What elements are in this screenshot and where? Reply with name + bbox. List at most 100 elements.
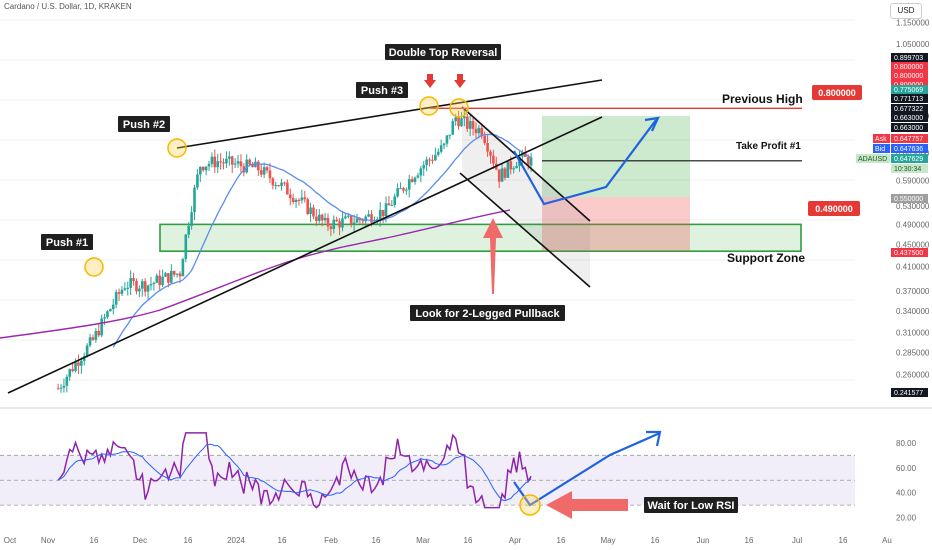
time-tick-label: Apr [509,536,522,545]
candle-body [361,220,365,222]
price-tick-label: 0.285000 [896,349,930,358]
candle-body [178,273,182,277]
candle-body [390,204,394,206]
label-push-3-text: Push #3 [361,85,403,97]
price-badge [891,53,928,62]
candle-body [196,174,199,188]
candle-body [65,376,69,386]
label-pullback-text: Look for 2-Legged Pullback [415,308,560,320]
candle-body [306,199,309,214]
candle-body [135,281,138,292]
drawings [7,74,802,394]
candle-body [341,218,344,228]
candle-body [387,203,391,206]
time-tick-label: Au [882,536,892,545]
candle-body [413,177,417,182]
profit-box [542,115,690,198]
price-tick-label: 1.050000 [896,40,930,49]
price-flag-support-text: 0.490000 [815,204,853,214]
label-double-top-text: Double Top Reversal [389,47,498,59]
price-badge-value: 0.663000 [894,125,923,132]
price-tick-label: 0.310000 [896,329,930,338]
price-tick-label: 1.150000 [896,18,930,27]
candle-body [465,116,469,129]
candle-body [207,163,211,167]
price-tick-label: 0.370000 [896,287,930,296]
candle-body [117,292,121,294]
candle-body [277,185,280,187]
candle-body [358,218,362,221]
candle-body [140,281,144,289]
support-zone-box [159,223,802,252]
price-badge-tag [873,134,890,143]
label-low-rsi [644,497,738,513]
price-flag-support [808,201,860,216]
label-push-1 [41,234,93,250]
price-tick-label: 0.663000 [896,149,930,158]
price-badge-value: 0.437500 [894,250,923,257]
highlight-circle [167,138,187,158]
candle-body [271,178,275,186]
candle-body [222,162,225,164]
candle-body [161,276,164,286]
price-badge-tag-label: ADAUSD [858,156,887,163]
candle-body [497,169,501,182]
candle-body [100,318,103,336]
time-axis: Oct Nov 16 Dec 16 2024 16 Feb 16 Mar 16 Apr 16 May 16 J… [4,536,892,545]
label-push-2-text: Push #2 [123,119,165,131]
candle-body [399,188,402,190]
projection-arrowhead [644,116,660,132]
time-tick-label: May [600,536,615,545]
price-badge [891,62,928,71]
candle-body [480,127,484,136]
time-tick-label: Mar [416,536,430,545]
highlight-circle [449,98,469,118]
candle-body [309,207,312,214]
price-tick-label: 0.490000 [896,220,930,229]
price-badge-value: 0.663000 [894,115,923,122]
rsi-signal-line [57,443,532,502]
candle-body [210,156,214,164]
candle-body [500,168,504,182]
rsi-projection-path [513,431,661,507]
candle-body [393,196,397,205]
time-tick-label: 2024 [227,536,245,545]
candle-body [294,199,298,203]
candle-body [428,159,431,161]
candle-body [323,217,327,221]
price-flag-previous-high-text: 0.800000 [818,88,856,98]
candle-body [384,203,388,217]
candle-body [335,219,338,222]
candle-body [280,182,283,187]
candle-body [268,170,272,179]
candle-body [172,271,176,275]
time-tick-label: Oct [4,536,17,545]
candle-body [286,182,289,195]
upper-trendline [176,79,603,149]
currency-button[interactable]: USD [890,3,922,19]
price-tick-label: 0.530000 [896,202,930,211]
candle-body [407,179,411,190]
candle-body [152,282,156,285]
price-badge [891,144,928,153]
candle-body [158,275,161,286]
channel-shade [462,104,590,287]
candle-body [91,337,95,340]
time-tick-label: 16 [90,536,99,545]
time-tick-label: Jun [697,536,710,545]
label-pullback [410,305,565,321]
grid [0,19,932,409]
price-badge-value: 0.800000 [894,73,923,80]
candle-body [416,175,420,178]
rsi-projection-arrowhead [646,430,662,447]
candle-body [80,360,83,366]
candle-body [181,258,185,277]
candle-body [123,288,127,290]
candle-body [155,275,159,283]
candle-body [190,212,193,226]
price-badge [891,164,928,173]
price-badge [891,104,928,113]
candle-body [370,214,373,223]
candle-body [526,156,530,166]
candle-body [506,161,510,178]
